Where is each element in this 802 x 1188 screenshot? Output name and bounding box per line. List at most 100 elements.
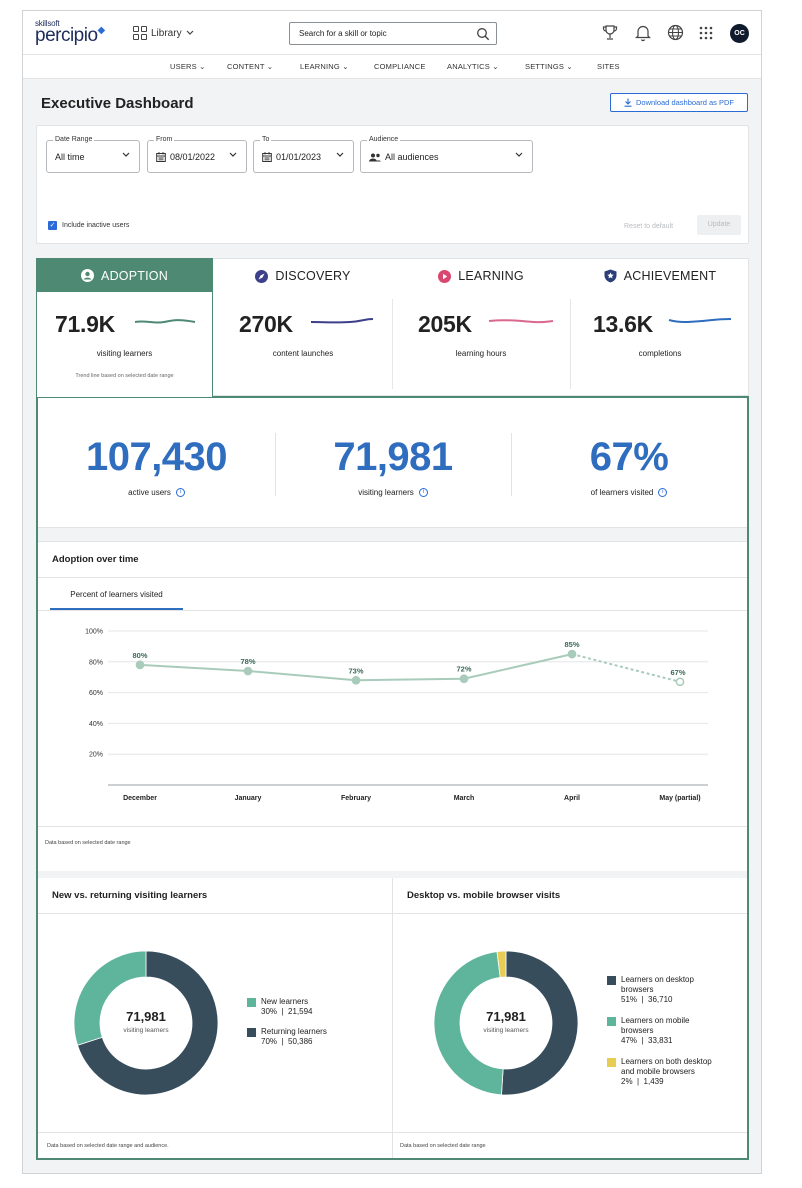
kpi-active-users-label: active users i [38, 488, 275, 498]
legend-swatch [607, 976, 616, 985]
tab-achievement[interactable]: ACHIEVEMENT 13.6K completions [570, 259, 750, 397]
tab-adoption-value: 71.9K [55, 311, 115, 337]
legend-mobile-stats: 47% | 33,831 [621, 1036, 673, 1045]
calendar-icon [262, 152, 272, 162]
search-input[interactable]: Search for a skill or topic [289, 22, 497, 45]
play-circle-icon [438, 269, 452, 283]
tab-achievement-header[interactable]: ACHIEVEMENT [570, 259, 750, 293]
legend-returning-learners: Returning learners 70% | 50,386 [247, 1027, 367, 1047]
series-line-partial [571, 653, 681, 683]
date-range-value: All time [55, 152, 85, 162]
audience-select[interactable]: Audience All audiences [360, 136, 533, 173]
user-avatar[interactable]: OC [730, 24, 749, 43]
library-dropdown[interactable]: Library [133, 26, 194, 40]
trophy-icon[interactable] [602, 24, 618, 42]
trend-line-note: Trend line based on selected date range [75, 373, 174, 379]
checkbox-checked-icon[interactable]: ✓ [48, 221, 57, 230]
tab-percent-learners-visited[interactable]: Percent of learners visited [50, 586, 183, 610]
legend-desktop-stats: 51% | 36,710 [621, 995, 673, 1004]
top-bar: skillsoft percipio◆ Library Search for a… [23, 11, 761, 55]
tab-adoption[interactable]: ADOPTION 71.9K visiting learners Trend l… [36, 258, 213, 397]
data-label: 78% [240, 657, 255, 666]
tab-learning-header[interactable]: LEARNING [392, 259, 570, 293]
to-label: To [260, 136, 272, 143]
info-icon[interactable]: i [418, 488, 428, 498]
info-icon[interactable]: i [658, 488, 668, 498]
date-range-select[interactable]: Date Range All time [46, 136, 140, 173]
tab-achievement-label: ACHIEVEMENT [623, 269, 717, 283]
adoption-over-time-title: Adoption over time [52, 554, 139, 565]
reset-to-default-link[interactable]: Reset to default [624, 223, 674, 230]
nav-item-sites[interactable]: SITES [597, 62, 620, 71]
y-tick-label: 40% [89, 721, 103, 728]
tab-achievement-value: 13.6K [593, 311, 653, 337]
data-point [567, 649, 577, 659]
audience-label: Audience [367, 136, 401, 143]
donut2-center-label: visiting learners [483, 1027, 529, 1034]
adoption-footnote: Data based on selected date range [45, 840, 131, 846]
compass-icon [255, 269, 269, 283]
donut2-center-value: 71,981 [486, 1009, 526, 1024]
tab-discovery[interactable]: DISCOVERY 270K content launches [214, 259, 392, 397]
from-date-picker[interactable]: From 08/01/2022 [147, 136, 247, 173]
donut1-center-value: 71,981 [126, 1009, 166, 1024]
donut-slice [73, 950, 147, 1046]
desktop-vs-mobile-footnote: Data based on selected date range [400, 1143, 486, 1149]
tab-adoption-label: ADOPTION [101, 268, 168, 283]
tab-adoption-header[interactable]: ADOPTION [37, 259, 212, 292]
person-circle-icon [81, 269, 95, 282]
desktop-vs-mobile-donut [433, 950, 579, 1096]
nav-item-learning[interactable]: LEARNING ⌄ [300, 62, 349, 71]
apps-grid-icon[interactable] [699, 26, 713, 40]
info-icon[interactable]: i [175, 488, 185, 498]
kpi-visiting-learners-label: visiting learners i [275, 488, 511, 498]
library-grid-icon [133, 26, 147, 40]
search-icon[interactable] [476, 27, 490, 41]
adoption-line-chart: 100% 80% 60% 40% 20% December January February M… [85, 629, 708, 802]
bell-icon[interactable] [635, 24, 651, 42]
include-inactive-label: Include inactive users [62, 222, 130, 229]
data-label: 67% [670, 668, 685, 677]
legend-swatch [607, 1017, 616, 1026]
y-tick-label: 60% [89, 690, 103, 697]
main-nav: USERS ⌄ CONTENT ⌄ LEARNING ⌄ COMPLIANCE … [23, 55, 761, 79]
achievement-sparkline [668, 318, 732, 323]
x-tick-label: February [341, 795, 371, 802]
chevron-down-icon [515, 152, 523, 157]
globe-icon[interactable] [667, 24, 684, 41]
include-inactive-checkbox[interactable]: ✓ Include inactive users [48, 221, 129, 230]
nav-item-users[interactable]: USERS ⌄ [170, 62, 206, 71]
legend-swatch [247, 998, 256, 1007]
tab-learning[interactable]: LEARNING 205K learning hours [392, 259, 570, 397]
update-button[interactable]: Update [697, 215, 741, 235]
group-icon [369, 153, 381, 161]
nav-item-analytics[interactable]: ANALYTICS ⌄ [447, 62, 499, 71]
adoption-panel: 107,430 active users i 71,981 visiting le… [36, 396, 749, 1160]
legend-both-browsers: Learners on both desktop and mobile brow… [607, 1057, 717, 1087]
tab-learning-caption: learning hours [455, 349, 507, 358]
data-label: 85% [564, 640, 579, 649]
tab-discovery-caption: content launches [272, 349, 334, 358]
download-pdf-button[interactable]: Download dashboard as PDF [610, 93, 748, 112]
data-label: 73% [348, 666, 363, 675]
donut-slice [77, 950, 219, 1096]
download-icon [624, 98, 632, 107]
to-value: 01/01/2023 [276, 152, 322, 162]
nav-item-content[interactable]: CONTENT ⌄ [227, 62, 274, 71]
kpi-percent-visited-label: of learners visited i [511, 488, 747, 498]
from-value: 08/01/2022 [170, 152, 216, 162]
percipio-logo[interactable]: skillsoft percipio◆ [35, 20, 105, 46]
y-tick-label: 80% [89, 659, 103, 666]
tab-discovery-header[interactable]: DISCOVERY [214, 259, 392, 293]
nav-item-settings[interactable]: SETTINGS ⌄ [525, 62, 573, 71]
nav-item-compliance[interactable]: COMPLIANCE [374, 62, 426, 71]
donut1-center-label: visiting learners [123, 1027, 169, 1034]
audience-value: All audiences [385, 152, 439, 162]
data-point [351, 675, 361, 685]
legend-swatch [247, 1028, 256, 1037]
learning-sparkline [488, 319, 554, 324]
new-vs-returning-donut [73, 950, 219, 1096]
y-tick-label: 100% [85, 629, 103, 636]
to-date-picker[interactable]: To 01/01/2023 [253, 136, 354, 173]
data-point [675, 677, 685, 687]
